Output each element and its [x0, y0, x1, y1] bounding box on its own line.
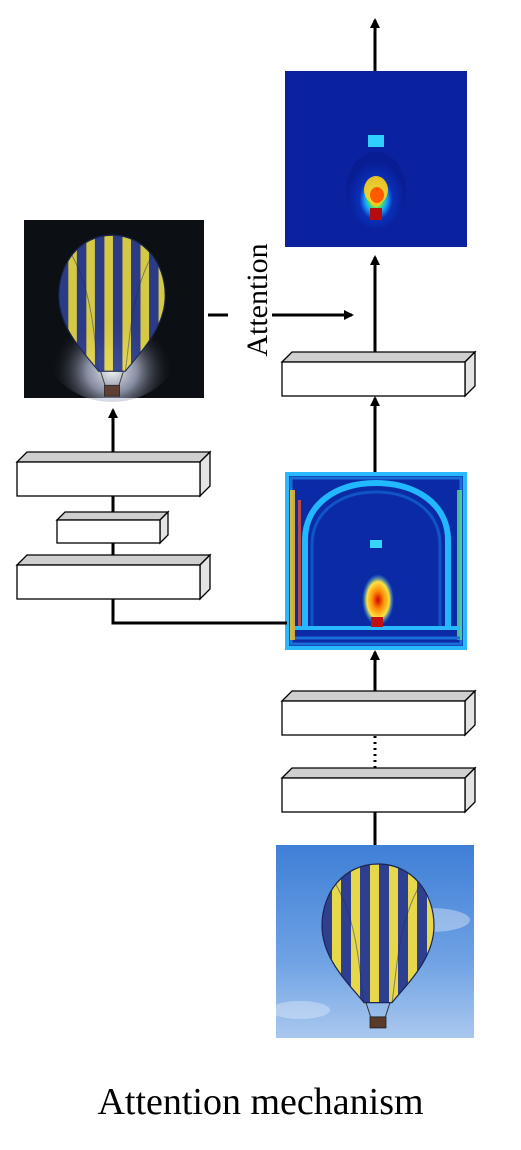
- output-heatmap: [285, 71, 467, 247]
- input-image: [270, 845, 474, 1038]
- figure-caption: Attention mechanism: [97, 1081, 424, 1123]
- attention-block-3: [16, 554, 211, 600]
- attention-label-text: Attention: [241, 243, 274, 357]
- conv-layer-block-1: [281, 767, 476, 813]
- feature-map-to-attention-connector: [111, 599, 287, 625]
- attention-block-1: [16, 451, 211, 497]
- conv-layer-block-2: [281, 690, 476, 736]
- attention-block-2: [55, 510, 170, 545]
- feature-map-heatmap: [285, 472, 467, 650]
- conv-layer-block-3: [281, 351, 476, 397]
- attention-image: [24, 220, 204, 402]
